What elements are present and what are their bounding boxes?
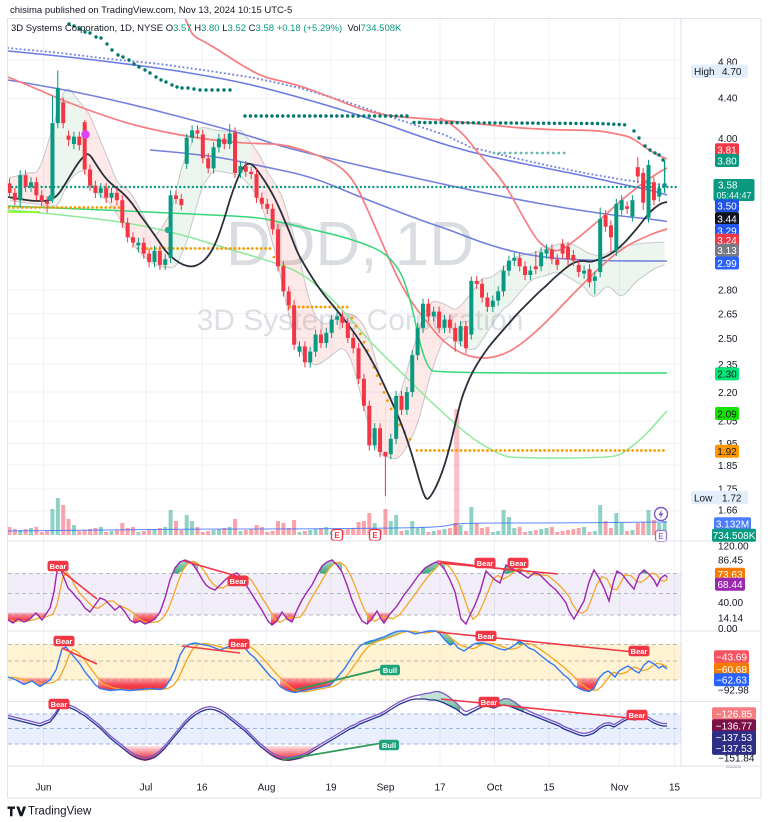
- svg-text:17: 17: [434, 783, 446, 794]
- svg-text:3.132M: 3.132M: [716, 520, 749, 531]
- svg-text:15: 15: [543, 783, 555, 794]
- svg-text:Bear: Bear: [230, 577, 247, 586]
- svg-text:Aug: Aug: [258, 783, 276, 794]
- svg-text:E: E: [658, 532, 664, 541]
- svg-text:−43.69: −43.69: [716, 653, 747, 664]
- svg-text:14.14: 14.14: [718, 614, 743, 625]
- svg-text:Bear: Bear: [629, 711, 646, 720]
- svg-text:≈≈≈≈: ≈≈≈≈: [726, 764, 742, 771]
- svg-text:Oct: Oct: [487, 783, 503, 794]
- svg-text:4.00: 4.00: [718, 134, 738, 145]
- svg-text:120.00: 120.00: [718, 541, 749, 552]
- svg-text:chisima published on TradingVi: chisima published on TradingView.com, No…: [10, 5, 292, 16]
- svg-text:2.80: 2.80: [718, 286, 738, 297]
- svg-text:0.00: 0.00: [718, 624, 738, 635]
- svg-text:TradingView: TradingView: [28, 806, 92, 818]
- svg-text:E: E: [372, 531, 378, 540]
- svg-text:Low: Low: [694, 493, 713, 504]
- svg-text:40.00: 40.00: [718, 598, 743, 609]
- svg-text:Bull: Bull: [382, 741, 396, 750]
- svg-text:Bear: Bear: [510, 559, 527, 568]
- svg-text:Bear: Bear: [478, 632, 495, 641]
- svg-text:Jul: Jul: [140, 783, 153, 794]
- svg-text:734.508K: 734.508K: [713, 531, 756, 542]
- svg-text:2.99: 2.99: [717, 259, 737, 270]
- svg-text:1.92: 1.92: [717, 447, 737, 458]
- svg-text:Bear: Bear: [477, 559, 494, 568]
- svg-text:−137.53: −137.53: [716, 744, 753, 755]
- svg-text:4.70: 4.70: [722, 67, 742, 78]
- svg-text:Bear: Bear: [631, 647, 648, 656]
- svg-text:3.81: 3.81: [717, 146, 737, 157]
- svg-text:1.66: 1.66: [718, 506, 738, 517]
- svg-text:19: 19: [325, 783, 337, 794]
- svg-text:Sep: Sep: [377, 783, 395, 794]
- svg-text:DDD, 1D: DDD, 1D: [226, 210, 474, 279]
- svg-text:E: E: [334, 531, 340, 540]
- svg-text:05:44:47: 05:44:47: [717, 191, 752, 201]
- svg-text:2.30: 2.30: [717, 370, 737, 381]
- svg-text:−136.77: −136.77: [716, 722, 753, 733]
- svg-text:High: High: [694, 67, 715, 78]
- svg-text:3.29: 3.29: [717, 226, 737, 237]
- svg-text:2.05: 2.05: [718, 417, 738, 428]
- svg-text:16: 16: [196, 783, 208, 794]
- svg-text:2.09: 2.09: [717, 409, 737, 420]
- svg-text:Jun: Jun: [35, 783, 51, 794]
- svg-text:4.40: 4.40: [718, 94, 738, 105]
- svg-text:2.20: 2.20: [718, 388, 738, 399]
- svg-text:3D Systems Corporation, 1D, NY: 3D Systems Corporation, 1D, NYSE O3.57 H…: [11, 23, 402, 34]
- svg-text:2.35: 2.35: [718, 360, 738, 371]
- svg-text:73.63: 73.63: [717, 570, 742, 581]
- svg-text:−62.63: −62.63: [716, 676, 747, 687]
- svg-text:−92.98: −92.98: [718, 686, 749, 697]
- svg-text:Bear: Bear: [481, 698, 498, 707]
- svg-text:1.72: 1.72: [722, 493, 742, 504]
- svg-text:3.80: 3.80: [717, 156, 737, 167]
- svg-text:3.24: 3.24: [717, 236, 737, 247]
- svg-text:3.58: 3.58: [718, 181, 738, 192]
- svg-text:Nov: Nov: [611, 783, 629, 794]
- svg-text:1.75: 1.75: [718, 484, 738, 495]
- svg-text:−151.84: −151.84: [718, 753, 755, 764]
- svg-text:2.65: 2.65: [718, 309, 738, 320]
- svg-text:Bull: Bull: [383, 666, 397, 675]
- svg-text:15: 15: [669, 783, 681, 794]
- svg-text:3.13: 3.13: [717, 246, 737, 257]
- svg-text:1.95: 1.95: [718, 439, 738, 450]
- svg-text:3.44: 3.44: [717, 214, 737, 225]
- svg-text:3.50: 3.50: [717, 202, 737, 213]
- svg-text:2.50: 2.50: [718, 334, 738, 345]
- svg-text:86.45: 86.45: [718, 555, 743, 566]
- svg-text:1.85: 1.85: [718, 461, 738, 472]
- svg-text:Bear: Bear: [231, 640, 248, 649]
- svg-text:Bear: Bear: [56, 637, 73, 646]
- svg-text:68.44: 68.44: [717, 580, 742, 591]
- svg-text:−60.68: −60.68: [716, 665, 747, 676]
- svg-text:Bear: Bear: [50, 562, 67, 571]
- svg-text:−126.85: −126.85: [716, 710, 753, 721]
- svg-text:Bear: Bear: [51, 700, 68, 709]
- svg-text:4.80: 4.80: [718, 57, 738, 68]
- svg-text:−137.53: −137.53: [716, 733, 753, 744]
